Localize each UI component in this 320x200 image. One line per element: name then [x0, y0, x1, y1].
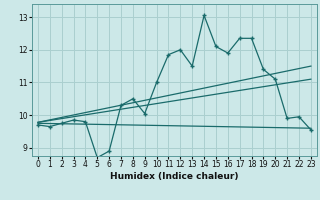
X-axis label: Humidex (Indice chaleur): Humidex (Indice chaleur): [110, 172, 239, 181]
